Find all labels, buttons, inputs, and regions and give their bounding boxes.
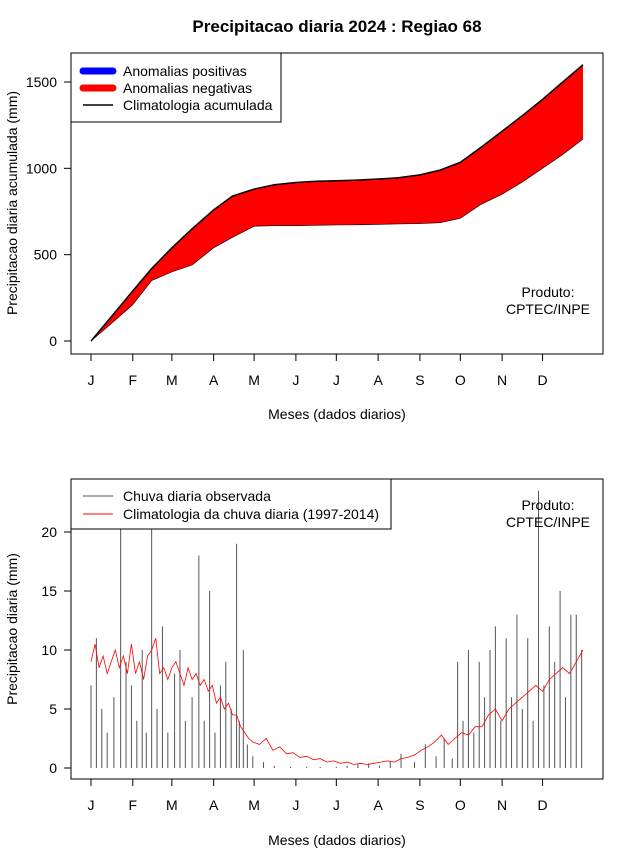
cumulative-x-tick-label: A [373,372,383,388]
cumulative-x-tick-label: J [333,372,340,388]
legend-label-climatology: Climatologia acumulada [123,97,273,113]
cumulative-credit-line2: CPTEC/INPE [506,301,590,317]
daily-axes: 0 5 10 15 20 J F M A M J J A S O N D [41,524,547,813]
cumulative-credit-line1: Produto: [522,284,575,300]
daily-legend-box [70,478,392,530]
daily-x-tick-label: J [88,797,95,813]
daily-legend: Chuva diaria observada Climatologia da c… [70,478,392,530]
daily-x-tick-label: M [166,797,178,813]
cumulative-x-tick-label: M [166,372,178,388]
daily-x-tick-label: O [455,797,466,813]
daily-x-tick-label: F [129,797,138,813]
legend-label-climatology-daily: Climatologia da chuva diaria (1997-2014) [123,506,379,522]
legend-label-positive: Anomalias positivas [123,63,247,79]
cumulative-y-tick-label: 0 [49,333,57,349]
daily-x-tick-label: J [292,797,299,813]
negative-anomaly-area [91,64,583,341]
daily-chart: 0 5 10 15 20 J F M A M J J A S O N D Meses (dados diario… [4,478,604,848]
cumulative-x-axis-label: Meses (dados diarios) [268,406,406,422]
cumulative-x-tick-label: O [455,372,466,388]
climatology-daily-line [90,638,584,765]
cumulative-x-tick-label: J [88,372,95,388]
daily-x-tick-label: D [537,797,547,813]
climatology-cumulative-line [90,64,584,342]
daily-x-tick-label: N [497,797,507,813]
observed-cumulative-line [90,138,584,342]
cumulative-x-tick-label: J [292,372,299,388]
daily-data-layer [90,490,584,768]
chart-title: Precipitacao diaria 2024 : Regiao 68 [192,17,481,36]
cumulative-x-tick-label: A [209,372,219,388]
cumulative-legend: Anomalias positivas Anomalias negativas … [70,52,282,123]
cumulative-x-tick-label: D [537,372,547,388]
cumulative-data-layer [90,64,584,342]
daily-credit-line1: Produto: [522,497,575,513]
daily-x-tick-label: A [373,797,383,813]
daily-y-tick-label: 5 [49,701,57,717]
cumulative-x-tick-label: N [497,372,507,388]
cumulative-chart: 0 500 1000 1500 J F M A M J J A S O N D Meses (dados di… [4,52,604,422]
cumulative-y-tick-label: 1000 [26,160,57,176]
daily-y-tick-label: 0 [49,760,57,776]
cumulative-x-tick-label: M [248,372,260,388]
daily-y-tick-label: 20 [41,524,57,540]
legend-label-negative: Anomalias negativas [123,80,252,96]
daily-x-tick-label: S [415,797,424,813]
daily-y-axis-label: Precipitacao diaria (mm) [4,553,20,705]
daily-x-tick-label: M [248,797,260,813]
cumulative-x-tick-label: S [415,372,424,388]
cumulative-y-tick-label: 1500 [26,74,57,90]
daily-y-tick-label: 10 [41,642,57,658]
daily-x-tick-label: J [333,797,340,813]
cumulative-x-tick-label: F [129,372,138,388]
daily-y-tick-label: 15 [41,583,57,599]
legend-label-observed: Chuva diaria observada [123,488,271,504]
cumulative-y-axis-label: Precipitacao diaria acumulada (mm) [4,91,20,315]
cumulative-y-tick-label: 500 [34,247,58,263]
cumulative-axes: 0 500 1000 1500 J F M A M J J A S O N D [26,74,548,388]
daily-credit-line2: CPTEC/INPE [506,514,590,530]
daily-x-axis-label: Meses (dados diarios) [268,832,406,848]
daily-x-tick-label: A [209,797,219,813]
